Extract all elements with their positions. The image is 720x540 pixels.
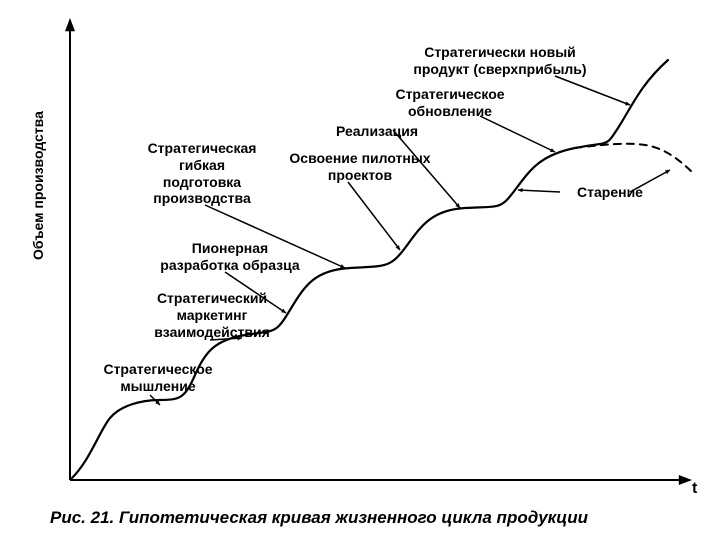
x-axis-label: t xyxy=(692,480,697,498)
annotation-aging: Старение xyxy=(560,184,660,201)
chart-svg xyxy=(0,0,720,540)
annotation-strategic-marketing: Стратегическиймаркетингвзаимодействия xyxy=(112,290,312,340)
annotation-pioneer-sample: Пионернаяразработка образца xyxy=(120,240,340,274)
figure-container: Объем производства t Стратегическоемышле… xyxy=(0,0,720,540)
annotation-pilot-projects: Освоение пилотныхпроектов xyxy=(255,150,465,184)
annotation-strategic-new-product: Стратегически новыйпродукт (сверхприбыль… xyxy=(370,44,630,78)
annotation-realization: Реализация xyxy=(312,123,442,140)
annotation-strategic-renewal: Стратегическоеобновление xyxy=(350,86,550,120)
figure-caption: Рис. 21. Гипотетическая кривая жизненног… xyxy=(50,508,588,528)
annotation-strategic-thinking: Стратегическоемышление xyxy=(88,361,228,395)
y-axis-label: Объем производства xyxy=(30,111,46,260)
